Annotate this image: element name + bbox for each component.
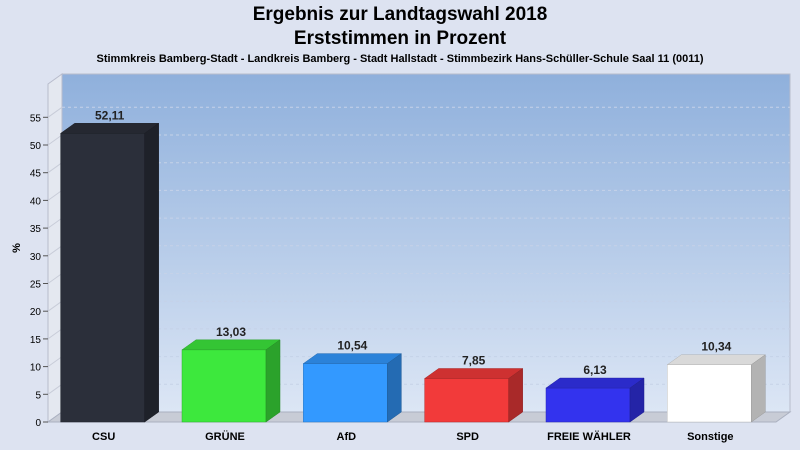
- chart-caption: Stimmkreis Bamberg-Stadt - Landkreis Bam…: [96, 53, 704, 65]
- gridline-wall: [47, 134, 63, 146]
- y-tick-label: 25: [30, 280, 42, 291]
- bar-front: [545, 387, 631, 423]
- x-tick-label: FREIE WÄHLER: [547, 430, 631, 443]
- y-tick-label: 50: [30, 141, 42, 152]
- bar-side: [751, 354, 766, 423]
- x-tick-label: GRÜNE: [205, 430, 245, 443]
- bar-value-label: 10,54: [337, 339, 367, 353]
- bar-top: [302, 353, 403, 364]
- bar-afd: 10,54: [302, 339, 403, 423]
- bar-side: [144, 122, 159, 423]
- bar-top: [545, 377, 645, 389]
- chart-title: Ergebnis zur Landtagswahl 2018: [252, 4, 548, 25]
- gridline-wall: [47, 356, 63, 368]
- bar-side: [629, 377, 645, 423]
- y-tick-label: 55: [30, 113, 42, 124]
- bar-side: [387, 353, 402, 423]
- y-tick-label: 35: [30, 224, 42, 235]
- bar-value-label: 13,03: [216, 325, 246, 339]
- y-tick-label: 5: [35, 390, 41, 401]
- bar-front: [667, 364, 752, 423]
- y-axis-ticks: 0 5 10 15 20 25 30 35 40 45 50 55: [30, 113, 48, 429]
- chart-subtitle: Erststimmen in Prozent: [293, 28, 507, 49]
- bar-value-label: 7,85: [462, 354, 486, 368]
- x-tick-label: AfD: [337, 431, 357, 443]
- gridline-wall: [47, 106, 63, 118]
- bar-spd: 7,85: [423, 354, 524, 423]
- bar-top: [59, 123, 160, 134]
- bar-top: [181, 339, 281, 351]
- gridline-wall: [47, 300, 63, 312]
- bar-csu: 52,11: [59, 108, 160, 423]
- bar-freie-wähler: 6,13: [545, 363, 645, 423]
- y-tick-label: 20: [30, 307, 42, 318]
- y-tick-label: 15: [30, 335, 42, 346]
- bar-grüne: 13,03: [181, 325, 281, 423]
- bar-front: [60, 133, 145, 423]
- y-tick-label: 30: [30, 252, 42, 263]
- bar-value-label: 10,34: [701, 340, 731, 354]
- gridline-wall: [47, 189, 63, 201]
- gridline-wall: [47, 217, 63, 229]
- bars: 52,11 13,03 10,54 7,85 6,13 10,34: [59, 108, 767, 423]
- bar-top: [666, 354, 767, 365]
- x-tick-label: Sonstige: [687, 431, 733, 443]
- bar-value-label: 52,11: [95, 108, 125, 122]
- y-tick-label: 0: [35, 418, 41, 429]
- plot-left-wall: [47, 73, 63, 423]
- gridline-wall: [47, 245, 63, 257]
- x-tick-label: SPD: [456, 431, 479, 443]
- bar-top: [423, 368, 524, 379]
- gridline-wall: [47, 162, 63, 174]
- x-axis-labels: CSU GRÜNE AfD SPD FREIE WÄHLER Sonstige: [92, 430, 734, 443]
- bar-side: [265, 339, 281, 423]
- gridline-wall: [47, 273, 63, 284]
- y-tick-label: 45: [30, 169, 42, 180]
- bar-front: [424, 378, 509, 423]
- y-tick-label: 40: [30, 196, 42, 207]
- bar-value-label: 6,13: [583, 363, 607, 377]
- bar-front: [181, 349, 267, 423]
- bar-front: [303, 363, 388, 423]
- gridline-wall: [47, 328, 63, 340]
- bar-sonstige: 10,34: [666, 340, 767, 423]
- bar-side: [508, 368, 523, 423]
- gridline-wall: [47, 383, 63, 395]
- y-axis-label: %: [11, 243, 23, 253]
- y-tick-label: 10: [30, 363, 42, 374]
- x-tick-label: CSU: [92, 431, 115, 443]
